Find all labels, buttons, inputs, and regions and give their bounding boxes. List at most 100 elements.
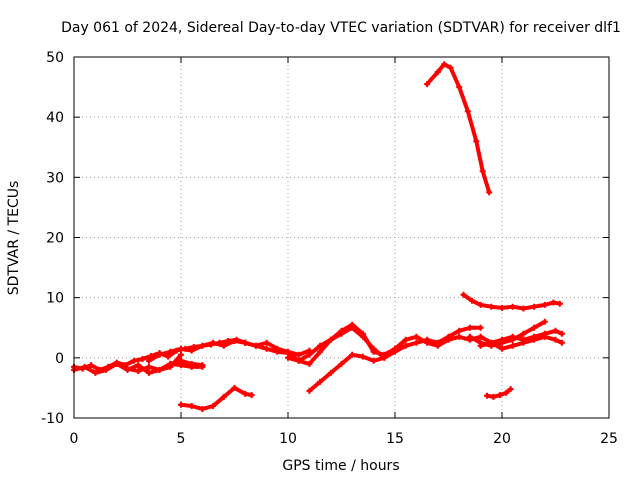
- data-point: [434, 339, 441, 346]
- data-point: [113, 360, 120, 367]
- y-tick-label: 20: [46, 231, 64, 247]
- data-point: [460, 291, 467, 298]
- data-point: [424, 81, 431, 88]
- data-point: [306, 387, 313, 394]
- data-point: [210, 339, 217, 346]
- data-point: [317, 378, 324, 385]
- data-point: [434, 69, 441, 75]
- x-tick-label: 20: [493, 431, 511, 447]
- data-point: [285, 354, 291, 361]
- data-point: [402, 336, 409, 343]
- data-point: [349, 351, 356, 358]
- data-point: [156, 351, 163, 358]
- data-point: [520, 330, 527, 337]
- data-point: [477, 324, 484, 331]
- data-point: [552, 336, 559, 343]
- data-point: [252, 342, 259, 349]
- x-tick-label: 5: [177, 431, 186, 447]
- data-point: [81, 363, 88, 370]
- series-group: [71, 61, 565, 412]
- data-point: [456, 84, 463, 91]
- data-point: [469, 297, 475, 304]
- data-point: [456, 327, 463, 334]
- data-point: [499, 345, 505, 352]
- data-point: [295, 357, 302, 364]
- data-point: [447, 64, 454, 71]
- data-point: [464, 108, 471, 115]
- data-point: [274, 348, 281, 355]
- data-point: [558, 330, 565, 337]
- data-point: [473, 138, 480, 145]
- data-point: [413, 333, 420, 340]
- data-point: [306, 360, 313, 367]
- data-point: [124, 366, 131, 373]
- data-point: [263, 339, 270, 346]
- data-point: [520, 339, 527, 346]
- data-point: [167, 360, 174, 367]
- data-point: [317, 342, 324, 349]
- data-point: [531, 324, 538, 331]
- y-tick-label: 30: [46, 170, 64, 186]
- data-point: [499, 304, 505, 311]
- data-point: [531, 336, 538, 343]
- data-point: [477, 333, 484, 340]
- data-point: [479, 168, 486, 175]
- data-point: [488, 339, 495, 346]
- data-point: [558, 339, 565, 346]
- y-tick-label: 40: [46, 110, 64, 126]
- data-point: [199, 406, 206, 412]
- data-point: [509, 303, 516, 310]
- data-point: [445, 333, 452, 340]
- data-point: [466, 333, 473, 340]
- data-point: [210, 403, 217, 409]
- data-point: [92, 369, 99, 376]
- data-point: [349, 324, 356, 331]
- data-point: [550, 299, 557, 306]
- data-point: [295, 351, 302, 358]
- data-point: [178, 351, 184, 358]
- data-point: [456, 333, 463, 340]
- data-point: [231, 384, 238, 391]
- data-point: [135, 362, 142, 369]
- data-point: [156, 366, 163, 373]
- y-axis-label: SDTVAR / TECUs: [6, 181, 22, 296]
- data-point: [242, 390, 249, 397]
- data-point: [541, 318, 548, 325]
- y-tick-label: 0: [55, 351, 64, 367]
- data-point: [231, 338, 238, 344]
- data-point: [541, 333, 548, 340]
- series-line-track-j: [425, 62, 492, 195]
- data-point: [178, 357, 184, 364]
- series-line-track-n: [168, 358, 205, 368]
- data-point: [552, 327, 559, 334]
- data-point: [466, 324, 473, 331]
- data-point: [477, 342, 484, 349]
- data-point: [220, 342, 227, 349]
- data-point: [306, 351, 313, 358]
- data-point: [338, 330, 345, 337]
- data-point: [188, 347, 195, 354]
- data-point: [556, 300, 563, 307]
- data-point: [486, 189, 493, 196]
- data-point: [381, 354, 388, 361]
- data-point: [520, 305, 527, 312]
- axis-ticks: 0 5 10 15 20 25 -10 0 10 20 30 40 50: [41, 50, 618, 447]
- data-point: [327, 369, 334, 376]
- data-point: [490, 393, 497, 400]
- data-point: [263, 345, 270, 352]
- data-point: [88, 362, 95, 369]
- data-point: [499, 339, 505, 346]
- data-point: [145, 369, 152, 376]
- data-point: [402, 342, 409, 349]
- data-point: [370, 345, 377, 352]
- x-axis-label: GPS time / hours: [282, 458, 399, 474]
- data-point: [135, 368, 142, 375]
- data-point: [188, 403, 195, 409]
- data-point: [509, 342, 516, 349]
- data-point: [359, 353, 366, 360]
- data-point: [424, 336, 431, 343]
- x-tick-label: 10: [279, 431, 297, 447]
- series-line-track-d: [146, 339, 312, 363]
- data-point: [488, 303, 495, 310]
